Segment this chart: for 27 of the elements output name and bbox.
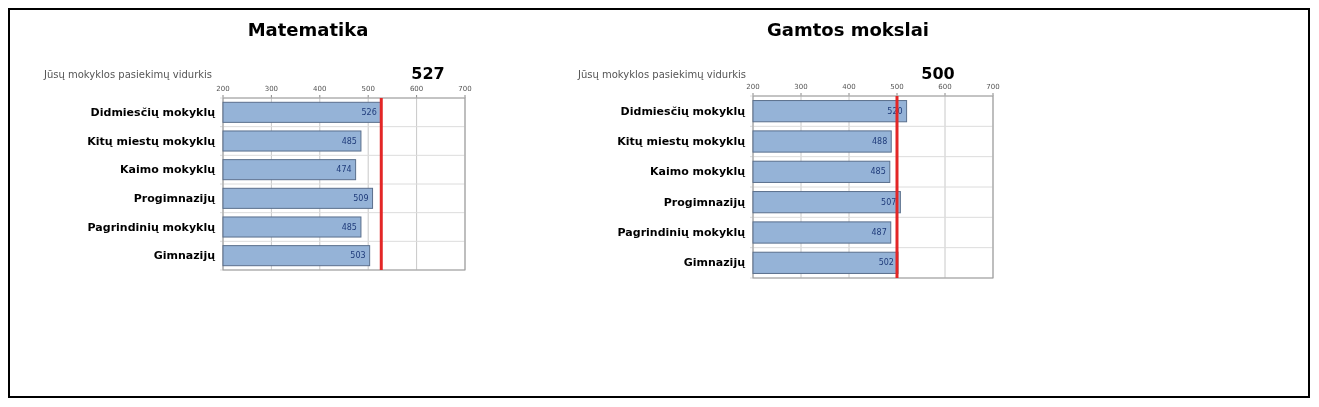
y-tick-label: Kaimo mokyklų [650, 165, 746, 179]
text: Jūsų mokyklos pasiekimų vidurkis [577, 69, 747, 80]
chart-title: Matematika [247, 19, 369, 40]
data-label: 488 [871, 137, 888, 146]
y-tick-label: Progimnazijų [663, 195, 746, 209]
y-tick-label: Kaimo mokyklų [120, 163, 216, 177]
y-tick-label: Kitų miestų mokyklų [617, 135, 746, 148]
y-tick-label: Kitų miestų mokyklų [87, 134, 216, 148]
text: Jūsų mokyklos pasiekimų vidurkis [43, 69, 213, 80]
y-tick-label: Didmiesčių mokyklų [620, 104, 746, 118]
data-label: 487 [871, 228, 887, 237]
y-tick-label: Pagrindinių mokyklų [87, 220, 216, 234]
data-label: 485 [341, 136, 357, 146]
data-label: 485 [870, 167, 886, 177]
y-tick-label: Pagrindinių mokyklų [617, 226, 746, 239]
data-label: 474 [336, 165, 352, 175]
data-label: 503 [350, 251, 366, 261]
chart-title: Gamtos mokslai [767, 19, 929, 40]
y-tick-label: Gimnazijų [153, 249, 216, 263]
data-label: 526 [361, 107, 377, 117]
y-tick-label: Didmiesčių mokyklų [90, 105, 216, 119]
ref-line-label: 527 [411, 64, 445, 83]
data-label: 502 [878, 258, 894, 268]
data-label: 485 [341, 222, 357, 232]
y-tick-label: Progimnazijų [133, 191, 216, 205]
data-label: 509 [353, 193, 369, 203]
y-tick-label: Gimnazijų [683, 256, 746, 270]
